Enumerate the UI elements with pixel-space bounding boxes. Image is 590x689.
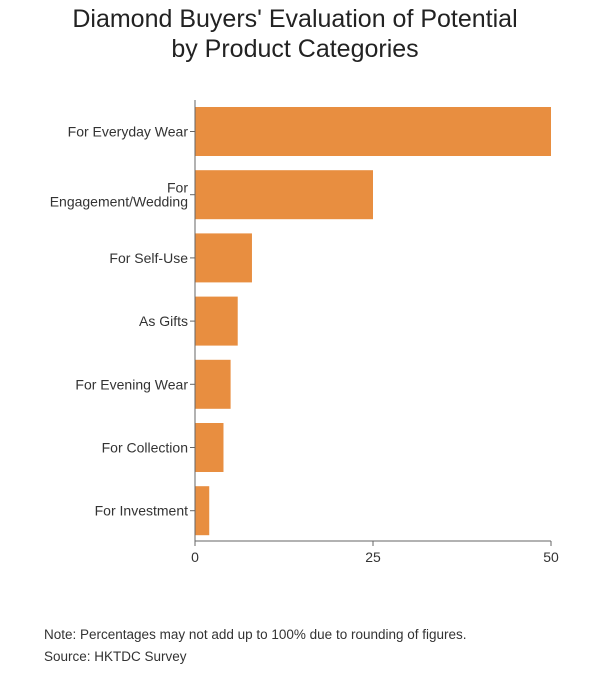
category-label: For <box>167 180 188 196</box>
chart-title-line-2: by Product Categories <box>171 35 419 63</box>
chart-title: Diamond Buyers' Evaluation of Potential … <box>0 4 590 64</box>
note-text: Note: Percentages may not add up to 100%… <box>44 627 467 642</box>
category-label: Engagement/Wedding <box>50 194 188 210</box>
bar <box>195 296 238 346</box>
bar <box>195 359 231 409</box>
x-tick-label: 50 <box>543 549 559 565</box>
category-label: For Self-Use <box>109 250 188 266</box>
category-label: For Investment <box>95 503 188 519</box>
bar <box>195 107 551 156</box>
x-tick-label: 25 <box>365 549 381 565</box>
chart-title-line-1: Diamond Buyers' Evaluation of Potential <box>72 5 518 33</box>
bar <box>195 233 252 283</box>
category-label: For Collection <box>102 440 188 456</box>
chart-notes: Note: Percentages may not add up to 100%… <box>44 624 467 668</box>
category-label: For Evening Wear <box>75 376 188 392</box>
bar <box>195 486 210 536</box>
category-label: As Gifts <box>139 313 188 329</box>
bar <box>195 170 373 220</box>
category-label: For Everyday Wear <box>68 124 189 140</box>
source-text: Source: HKTDC Survey <box>44 649 187 664</box>
x-tick-label: 0 <box>191 549 199 565</box>
bar <box>195 423 224 472</box>
